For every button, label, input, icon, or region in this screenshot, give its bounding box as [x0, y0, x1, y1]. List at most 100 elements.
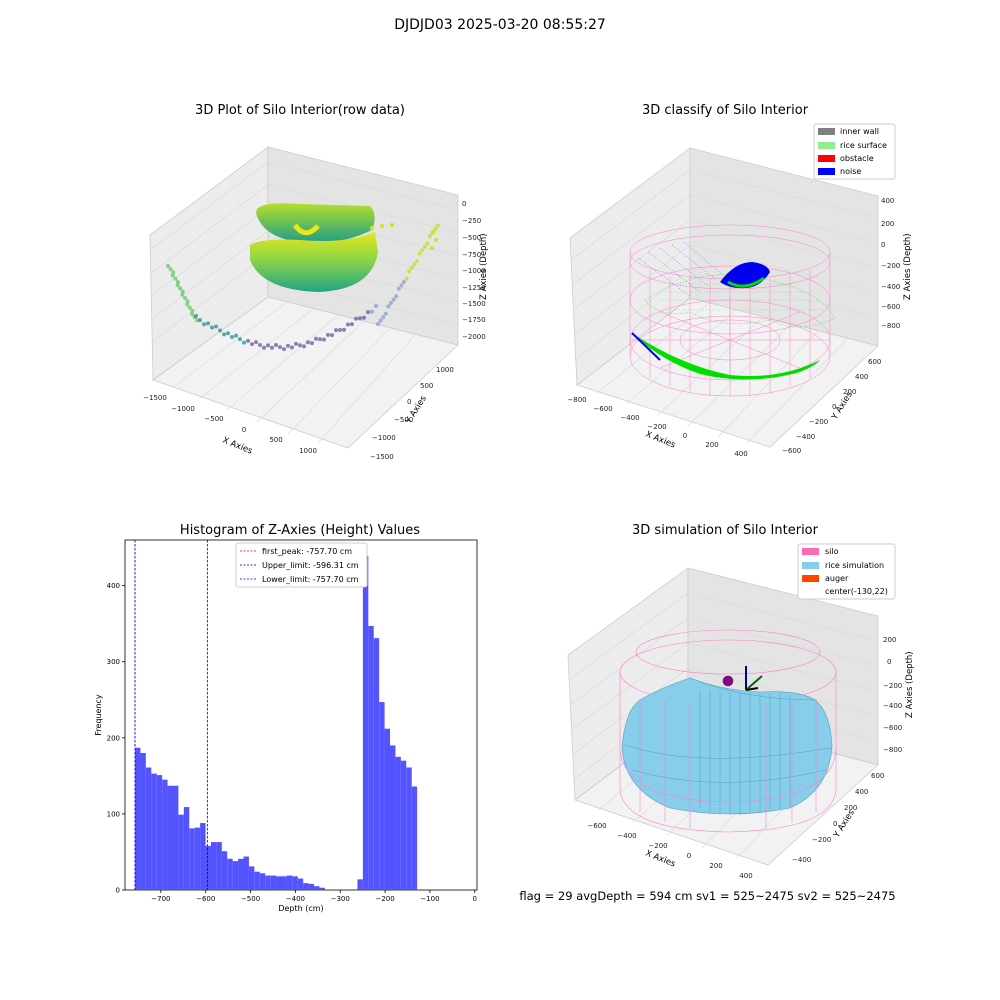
panel1-raw-points — [166, 223, 440, 352]
raw-point — [374, 304, 378, 308]
panel2-rice-arc — [727, 276, 765, 288]
p1-ztick: 0 — [462, 200, 466, 208]
raw-point — [238, 337, 242, 342]
p1-xtick: 1000 — [299, 447, 317, 455]
histogram-bar — [314, 886, 320, 890]
raw-point — [338, 327, 342, 332]
raw-point — [389, 301, 393, 305]
raw-point — [194, 314, 198, 318]
raw-point — [378, 318, 383, 323]
panel4-zlabel: Z Axies (Depth) — [905, 651, 915, 718]
raw-point — [350, 322, 354, 327]
raw-point — [254, 340, 258, 345]
panel2-title: 3D classify of Silo Interior — [641, 103, 809, 118]
histogram-bar — [362, 555, 369, 890]
histogram-bar — [259, 873, 266, 890]
panel2-noise-edge — [631, 332, 661, 361]
raw-point — [242, 340, 246, 345]
p4-ytick: −400 — [792, 856, 811, 864]
p2-xtick: 200 — [705, 441, 718, 449]
histogram-bar — [248, 866, 255, 890]
histogram-bar — [357, 879, 363, 890]
panel4-xlabel: X Axies — [644, 849, 677, 870]
raw-point — [198, 318, 202, 323]
raw-point — [396, 286, 401, 291]
p1-ztick: −1750 — [462, 316, 486, 324]
raw-point — [226, 331, 230, 336]
histogram-ytick-label: 0 — [116, 887, 120, 895]
histogram-bars — [134, 555, 418, 890]
raw-point — [330, 333, 334, 338]
raw-point — [407, 269, 412, 274]
histogram-bar — [189, 828, 195, 890]
panel1-upper-surface — [256, 203, 375, 243]
raw-point — [415, 259, 419, 263]
raw-point — [176, 280, 180, 284]
p4-ztick: 0 — [887, 658, 891, 666]
histogram: −700 −600 −500 −400 −300 −200 −100 0 0 100 200 300… — [94, 539, 478, 913]
raw-point — [420, 248, 425, 253]
raw-point — [422, 244, 427, 249]
histogram-bar — [286, 875, 293, 890]
panel1-3d-axes — [149, 146, 459, 449]
p4-ztick: −200 — [883, 682, 902, 690]
p4-ytick: 600 — [871, 772, 884, 780]
histogram-yticks: 0 100 200 300 400 — [107, 582, 125, 895]
histogram-xtick-label: 0 — [473, 895, 477, 903]
raw-point — [306, 340, 310, 345]
raw-point — [404, 276, 409, 281]
panel1-zlabel: Z Axies (Depth) — [479, 233, 489, 300]
raw-point — [326, 332, 330, 337]
raw-point — [187, 305, 192, 310]
histogram-ylabel: Frequency — [94, 694, 103, 736]
raw-point — [218, 328, 222, 333]
p2-ztick: 400 — [881, 197, 894, 205]
legend-swatch-auger — [802, 575, 819, 582]
histogram-vlines — [134, 540, 208, 890]
panel2-ticks: −800 −600 −400 −200 0 200 400 −600 −400 … — [567, 197, 900, 458]
legend-label-silo: silo — [825, 547, 839, 556]
p2-xtick: −400 — [620, 414, 639, 422]
raw-point — [278, 345, 282, 350]
histogram-bar — [238, 858, 244, 890]
panel4-silo-front — [619, 698, 837, 833]
raw-point — [190, 312, 194, 316]
histogram-bar — [319, 887, 325, 890]
panel2-zlabel: Z Axies (Depth) — [903, 233, 913, 300]
histogram-bar — [373, 638, 380, 890]
histogram-bar — [183, 807, 190, 890]
raw-point — [258, 343, 262, 348]
histogram-ytick-label: 300 — [107, 658, 120, 666]
histogram-xtick-label: −600 — [196, 895, 215, 903]
p2-ztick: −800 — [881, 322, 900, 330]
raw-point — [425, 241, 430, 246]
panel4-rice-simulation — [621, 677, 833, 815]
raw-point — [185, 299, 190, 304]
p1-ztick: −250 — [462, 217, 481, 225]
legend-swatch-obstacle — [818, 155, 835, 162]
p2-xtick: −800 — [567, 396, 586, 404]
panel4-legend: silo rice simulation auger center(-130,2… — [797, 543, 896, 600]
p4-ytick: 0 — [833, 820, 837, 828]
raw-point — [342, 327, 346, 332]
histogram-bar — [406, 767, 412, 890]
raw-point — [230, 334, 234, 339]
p4-ztick: 200 — [883, 636, 896, 644]
p1-ztick: −750 — [462, 251, 481, 259]
raw-point — [322, 337, 326, 342]
raw-point — [180, 292, 185, 297]
raw-point — [380, 224, 384, 228]
raw-point — [409, 265, 414, 270]
raw-point — [178, 286, 183, 291]
p2-xtick: 400 — [734, 450, 747, 458]
raw-point — [262, 345, 266, 350]
histogram-xtick-label: −700 — [151, 895, 170, 903]
histogram-bar — [205, 845, 211, 890]
status-footer: flag = 29 avgDepth = 594 cm sv1 = 525~24… — [519, 889, 896, 903]
panel1-title: 3D Plot of Silo Interior(row data) — [195, 103, 405, 118]
histogram-bar — [390, 745, 396, 890]
panel2-rice-floor — [632, 333, 820, 380]
histogram-bar — [227, 858, 233, 890]
p2-xtick: −200 — [647, 423, 666, 431]
histogram-bar — [303, 883, 309, 890]
